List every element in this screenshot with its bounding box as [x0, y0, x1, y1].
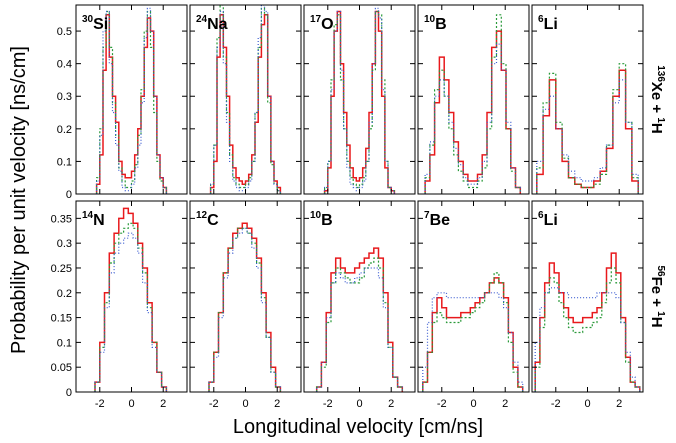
panel-nuclide-label: 6Li [538, 14, 558, 33]
y-tick-label: 0 [66, 387, 72, 399]
y-tick-label: 0.4 [57, 59, 72, 71]
panel-nuclide-label: 17O [310, 14, 334, 33]
row-labels-group: 136Xe + 1H 56Fe + 1H [648, 65, 666, 327]
series-2-line [96, 10, 167, 194]
panel-0-3: 10B [417, 4, 530, 195]
x-tick-label: 2 [502, 398, 508, 410]
series-2-line [94, 222, 167, 392]
series-2-line [208, 227, 281, 392]
series-2-line [424, 14, 521, 194]
series-2-line [534, 267, 641, 392]
y-tick-label: 0.5 [57, 26, 72, 38]
series-3-line [96, 7, 167, 194]
y-tick-label: 0.25 [51, 263, 72, 275]
row-label-0: 136Xe + 1H [648, 65, 666, 134]
series-1-line [534, 252, 641, 392]
panel-1-3: -2 0 2 7Be [417, 200, 530, 410]
series-3-line [208, 227, 281, 392]
x-tick-label: 0 [128, 398, 134, 410]
panel-nuclide-label: 10B [424, 14, 447, 33]
series-2-line [316, 257, 403, 392]
panel-1-1: -2 0 2 12C [189, 200, 302, 410]
x-tick-label: 0 [584, 398, 590, 410]
series-1-line [95, 14, 168, 194]
y-tick-label: 0.2 [57, 288, 72, 300]
y-tick-label: 0.2 [57, 124, 72, 136]
series-1-line [422, 277, 524, 392]
series-3-line [324, 7, 395, 194]
y-tick-label: 0.1 [57, 337, 72, 349]
panel-0-1: 24Na [189, 4, 302, 195]
panel-frame [531, 200, 644, 393]
panel-0-4: 6Li [531, 4, 644, 195]
y-tick-label: 0 [66, 189, 72, 201]
panel-1-2: -2 0 2 10B [303, 200, 416, 410]
panel-frame [75, 200, 188, 393]
x-tick-label: 2 [160, 398, 166, 410]
x-tick-label: 0 [470, 398, 476, 410]
panel-nuclide-label: 24Na [196, 14, 228, 33]
series-3-line [94, 232, 167, 392]
panels-group: 0 0.1 0.2 0.3 0.4 0.5 30Si 24Na 17O 10B 6Li -2 0 2 0 0.… [51, 4, 644, 410]
y-tick-label: 0.05 [51, 362, 72, 374]
panel-frame [303, 4, 416, 195]
series-1-line [536, 69, 639, 194]
panel-nuclide-label: 30Si [82, 14, 108, 33]
panel-nuclide-label: 14N [82, 210, 105, 229]
x-tick-label: -2 [551, 398, 561, 410]
series-3-line [316, 267, 403, 392]
panel-frame [189, 4, 302, 195]
panel-nuclide-label: 6Li [538, 210, 558, 229]
series-3-line [210, 5, 281, 194]
series-1-line [94, 207, 168, 392]
x-tick-label: 2 [274, 398, 280, 410]
x-tick-label: 0 [356, 398, 362, 410]
panel-frame [75, 4, 188, 195]
series-2-line [536, 63, 639, 194]
panel-nuclide-label: 12C [196, 210, 219, 229]
panel-nuclide-label: 10B [310, 210, 333, 229]
series-1-line [209, 14, 282, 194]
series-2-line [324, 10, 395, 194]
series-2-line [422, 272, 524, 392]
y-tick-label: 0.35 [51, 213, 72, 225]
y-axis-title: Probability per unit velocity [ns/cm] [8, 46, 30, 354]
panel-frame [189, 200, 302, 393]
series-1-line [315, 247, 404, 392]
x-tick-label: -2 [323, 398, 333, 410]
row-label-1: 56Fe + 1H [648, 265, 666, 327]
y-tick-label: 0.15 [51, 313, 72, 325]
panel-1-4: -2 0 2 6Li [531, 200, 644, 410]
y-tick-label: 0.1 [57, 156, 72, 168]
series-3-line [536, 79, 639, 194]
series-1-line [323, 10, 396, 194]
series-3-line [534, 287, 641, 392]
panel-0-0: 0 0.1 0.2 0.3 0.4 0.5 30Si [57, 4, 188, 201]
series-2-line [210, 5, 281, 194]
panel-nuclide-label: 7Be [424, 210, 450, 229]
x-tick-label: 2 [616, 398, 622, 410]
y-tick-label: 0.3 [57, 91, 72, 103]
x-tick-label: 2 [388, 398, 394, 410]
x-tick-label: -2 [95, 398, 105, 410]
y-tick-label: 0.3 [57, 238, 72, 250]
panel-1-0: -2 0 2 0 0.05 0.1 0.15 0.2 0.25 0.3 0.35 14N [51, 200, 188, 410]
series-1-line [208, 222, 282, 392]
x-axis-title: Longitudinal velocity [cm/ns] [233, 416, 483, 438]
panel-0-2: 17O [303, 4, 416, 195]
x-tick-label: -2 [437, 398, 447, 410]
x-tick-label: -2 [209, 398, 219, 410]
x-tick-label: 0 [242, 398, 248, 410]
